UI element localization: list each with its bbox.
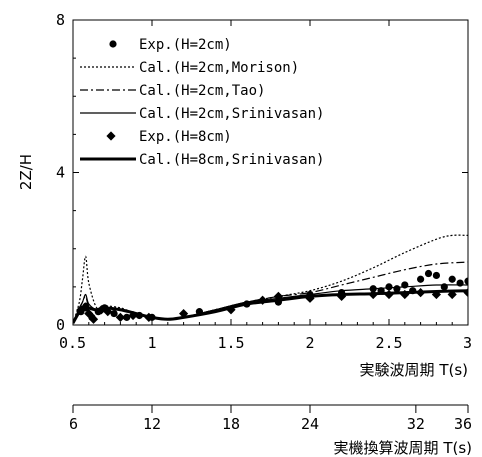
legend: Exp.(H=2cm) Cal.(H=2cm,Morison) Cal.(H=2cm… — [80, 37, 324, 168]
y-tick-label: 0 — [56, 316, 65, 334]
y-axis: 0 4 8 — [56, 11, 468, 334]
x-tick-label: 1 — [147, 334, 156, 352]
data-point-circle — [110, 309, 118, 318]
x-tick-label: 0.5 — [59, 334, 86, 352]
data-point-circle — [385, 283, 393, 291]
legend-label: Cal.(H=2cm,Srinivasan) — [139, 106, 324, 122]
x2-tick-label: 24 — [301, 415, 319, 433]
x2-axis-real-period: 6 12 18 24 32 36 — [69, 404, 472, 433]
x-tick-label: 2.5 — [375, 334, 402, 352]
x-axis: 0.5 1 1.5 2 2.5 3 — [59, 20, 472, 352]
data-point-diamond — [88, 314, 99, 324]
legend-item: Exp.(H=8cm) — [106, 129, 232, 145]
x2-tick-label: 32 — [407, 415, 425, 433]
legend-label: Cal.(H=2cm,Morison) — [139, 60, 299, 76]
y-tick-label: 4 — [56, 164, 65, 182]
x2-tick-label: 6 — [69, 415, 78, 433]
data-point-diamond — [84, 308, 94, 319]
data-point-circle — [448, 275, 456, 283]
legend-label: Cal.(H=2cm,Tao) — [139, 83, 265, 99]
series-3 — [73, 261, 468, 324]
legend-item: Cal.(H=2cm,Morison) — [80, 60, 299, 76]
x-axis-title: 実験波周期 T(s) — [360, 361, 468, 379]
data-point-diamond — [115, 312, 125, 322]
legend-item: Cal.(H=2cm,Srinivasan) — [80, 106, 324, 122]
data-point-circle — [432, 271, 440, 280]
series-layer — [73, 234, 468, 324]
x-tick-label: 2 — [305, 334, 314, 352]
series-line — [73, 261, 468, 324]
legend-label: Exp.(H=8cm) — [139, 129, 232, 145]
legend-label: Cal.(H=8cm,Srinivasan) — [139, 152, 324, 168]
x2-tick-label: 12 — [143, 415, 161, 433]
series-6 — [73, 289, 468, 324]
data-point-circle — [456, 279, 464, 287]
data-point-circle — [424, 269, 433, 278]
x2-axis-title: 実機換算波周期 T(s) — [334, 439, 472, 457]
data-point-circle — [417, 275, 425, 283]
series-line — [73, 289, 468, 324]
x-tick-label: 1.5 — [217, 334, 244, 352]
y-tick-label: 8 — [56, 11, 65, 29]
legend-item: Exp.(H=2cm) — [109, 37, 232, 53]
legend-item: Cal.(H=2cm,Tao) — [80, 83, 265, 99]
series-2 — [73, 234, 468, 324]
y-axis-title: 2Z/H — [17, 154, 35, 190]
data-point-circle — [123, 313, 131, 321]
legend-symbol-diamond — [106, 131, 116, 141]
legend-item: Cal.(H=8cm,Srinivasan) — [80, 152, 324, 168]
legend-label: Exp.(H=2cm) — [139, 37, 232, 53]
x2-tick-label: 18 — [222, 415, 240, 433]
series-line — [73, 234, 468, 324]
x-tick-label: 3 — [463, 334, 472, 352]
x2-tick-label: 36 — [454, 415, 472, 433]
legend-symbol-circle — [109, 40, 117, 48]
data-point-circle — [464, 277, 468, 285]
